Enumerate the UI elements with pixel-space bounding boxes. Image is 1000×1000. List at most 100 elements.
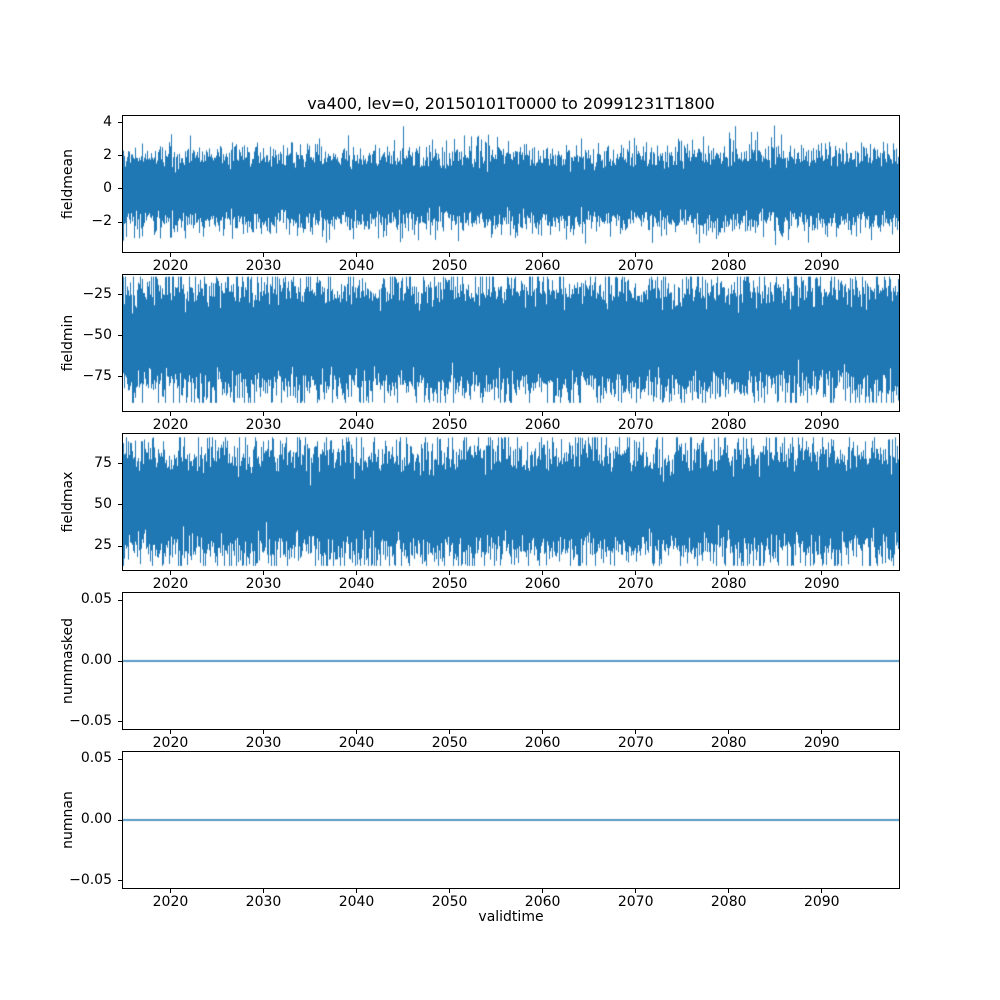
x-tick: [449, 730, 451, 734]
x-tick: [262, 571, 264, 575]
x-tick-label: 2020: [152, 258, 189, 274]
x-tick-label: 2030: [245, 576, 282, 592]
x-tick: [542, 889, 544, 893]
x-tick: [169, 253, 171, 257]
x-tick-label: 2060: [524, 735, 561, 751]
x-tick: [356, 889, 358, 893]
x-tick-label: 2070: [617, 894, 654, 910]
subplot-fieldmin: [122, 274, 900, 412]
numnan-series: [123, 752, 899, 888]
y-tick: [118, 721, 122, 723]
y-tick-label: 2: [103, 146, 112, 163]
x-tick-label: 2060: [524, 417, 561, 433]
y-tick-label: −50: [82, 326, 112, 343]
x-tick: [542, 253, 544, 257]
x-tick-label: 2090: [803, 735, 840, 751]
x-tick-label: 2050: [431, 417, 468, 433]
subplot-nummasked: [122, 592, 900, 730]
y-tick-label: 25: [94, 537, 112, 554]
subplot-fieldmean: [122, 115, 900, 253]
y-tick: [118, 758, 122, 760]
x-tick: [821, 730, 823, 734]
x-tick: [728, 253, 730, 257]
x-tick: [169, 571, 171, 575]
x-tick-label: 2050: [431, 735, 468, 751]
y-tick-label: −75: [82, 367, 112, 384]
x-tick-label: 2040: [338, 258, 375, 274]
y-tick: [118, 545, 122, 547]
subplot-numnan: [122, 751, 900, 889]
y-tick-label: 50: [94, 495, 112, 512]
y-tick-label: −0.05: [69, 871, 112, 888]
x-tick-label: 2090: [803, 258, 840, 274]
x-tick: [356, 571, 358, 575]
y-tick: [118, 599, 122, 601]
x-tick-label: 2090: [803, 576, 840, 592]
subplot-fieldmax: [122, 433, 900, 571]
x-tick-label: 2070: [617, 258, 654, 274]
x-tick: [728, 412, 730, 416]
x-tick: [262, 889, 264, 893]
fieldmax-series: [123, 434, 899, 570]
x-tick: [728, 889, 730, 893]
x-tick: [821, 253, 823, 257]
x-tick-label: 2080: [710, 576, 747, 592]
x-tick: [169, 412, 171, 416]
y-tick-label: 0: [103, 179, 112, 196]
y-tick-label: 0.00: [80, 811, 112, 827]
x-tick: [449, 889, 451, 893]
x-tick-label: 2060: [524, 258, 561, 274]
y-tick: [118, 294, 122, 296]
y-tick: [118, 463, 122, 465]
x-tick: [262, 253, 264, 257]
x-tick: [356, 412, 358, 416]
nummasked-series: [123, 593, 899, 729]
x-tick: [169, 730, 171, 734]
x-tick-label: 2070: [617, 576, 654, 592]
x-tick-label: 2070: [617, 417, 654, 433]
x-tick: [635, 889, 637, 893]
x-tick: [169, 889, 171, 893]
x-tick-label: 2050: [431, 894, 468, 910]
x-tick: [821, 571, 823, 575]
x-tick-label: 2030: [245, 735, 282, 751]
y-tick-label: −0.05: [69, 712, 112, 729]
y-tick: [118, 504, 122, 506]
y-tick: [118, 376, 122, 378]
x-tick-label: 2080: [710, 258, 747, 274]
x-tick: [542, 730, 544, 734]
x-axis-label: validtime: [478, 909, 544, 925]
x-tick-label: 2040: [338, 576, 375, 592]
x-tick: [262, 730, 264, 734]
x-tick: [635, 253, 637, 257]
x-tick-label: 2080: [710, 735, 747, 751]
x-tick-label: 2030: [245, 417, 282, 433]
fieldmin-series: [123, 275, 899, 411]
x-tick-label: 2020: [152, 417, 189, 433]
y-tick: [118, 660, 122, 662]
x-tick-label: 2040: [338, 894, 375, 910]
x-tick: [635, 571, 637, 575]
x-tick-label: 2050: [431, 576, 468, 592]
y-tick-label: 75: [94, 454, 112, 471]
x-tick-label: 2070: [617, 735, 654, 751]
x-tick: [728, 730, 730, 734]
x-tick: [821, 412, 823, 416]
x-tick: [542, 412, 544, 416]
x-tick-label: 2040: [338, 417, 375, 433]
y-tick-label: 0.05: [80, 591, 112, 608]
x-tick-label: 2080: [710, 417, 747, 433]
y-tick-label: 4: [103, 113, 112, 130]
x-tick: [635, 412, 637, 416]
x-tick: [449, 412, 451, 416]
x-tick-label: 2040: [338, 735, 375, 751]
y-tick-label: −25: [82, 285, 112, 302]
x-tick: [449, 253, 451, 257]
y-tick: [118, 819, 122, 821]
y-tick-label: 0.05: [80, 750, 112, 767]
x-tick: [821, 889, 823, 893]
x-tick: [262, 412, 264, 416]
x-tick-label: 2060: [524, 576, 561, 592]
y-tick: [118, 335, 122, 337]
